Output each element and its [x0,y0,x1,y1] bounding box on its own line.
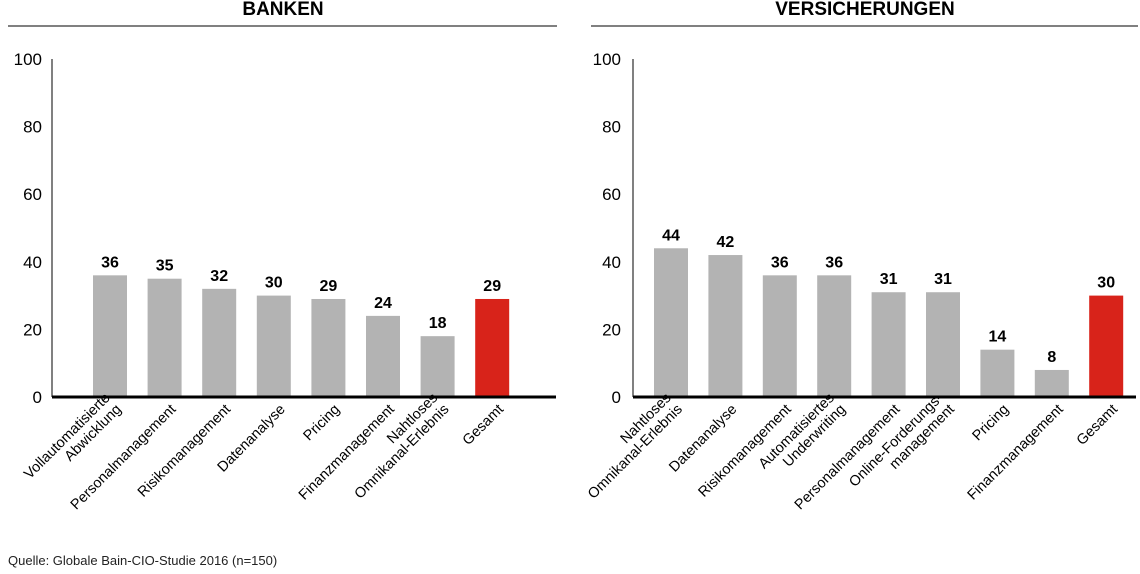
bar [256,295,291,397]
y-tick-label: 0 [612,388,621,407]
data-label: 14 [989,329,1007,346]
y-tick-label: 40 [23,253,42,272]
bar [871,292,906,397]
data-label: 18 [429,315,447,332]
y-tick-label: 20 [23,320,42,339]
category-label: Pricing [301,402,344,445]
y-tick-label: 100 [14,50,42,69]
data-label: 30 [265,275,283,292]
category-label: Gesamt [1074,402,1121,449]
data-label: 32 [210,268,228,285]
bar [311,298,346,397]
data-label: 8 [1047,349,1056,366]
panel-title: VERSICHERUNGEN [775,0,954,20]
data-label: 31 [934,271,952,288]
data-label: 30 [1097,275,1115,292]
data-label: 29 [483,278,501,295]
category-label: Pricing [970,402,1013,445]
y-tick-label: 100 [593,50,621,69]
bar [475,298,510,397]
data-label: 24 [374,295,392,312]
y-tick-label: 60 [602,185,621,204]
bar [202,288,237,397]
data-label: 36 [771,254,789,271]
y-tick-label: 80 [23,118,42,137]
bar [93,275,127,397]
bar [708,255,743,397]
data-label: 29 [320,278,338,295]
bar [1034,369,1069,397]
y-tick-label: 40 [602,253,621,272]
data-label: 44 [662,227,680,244]
data-label: 35 [156,258,174,275]
bar [980,349,1015,397]
bar [366,315,400,397]
y-tick-label: 80 [602,118,621,137]
bar [926,292,960,397]
bar [762,275,797,397]
data-label: 36 [825,254,843,271]
category-label: Gesamt [460,402,507,449]
category-label: Risikomanagement [135,402,234,501]
category-label: NahtlosesOmnikanal-Erlebnis [574,390,686,502]
bar [817,275,852,397]
bar [1089,295,1124,397]
bar [654,248,688,397]
y-tick-label: 20 [602,320,621,339]
y-tick-label: 0 [33,388,42,407]
chart-banken: BANKEN02040608010036VollautomatisierteAb… [8,0,557,513]
source-note: Quelle: Globale Bain-CIO-Studie 2016 (n=… [8,553,278,568]
y-tick-label: 60 [23,185,42,204]
chart-versicherungen: VERSICHERUNGEN 0 20 40 60 80 100 44 NahtlosesOmn… [574,0,1138,513]
data-label: 31 [880,271,898,288]
data-label: 36 [101,254,119,271]
data-label: 42 [717,234,735,251]
category-label: Finanzmanagement [296,402,398,504]
bar [420,336,455,397]
bar [147,278,182,397]
category-label: Finanzmanagement [965,402,1067,504]
panel-title: BANKEN [242,0,323,20]
